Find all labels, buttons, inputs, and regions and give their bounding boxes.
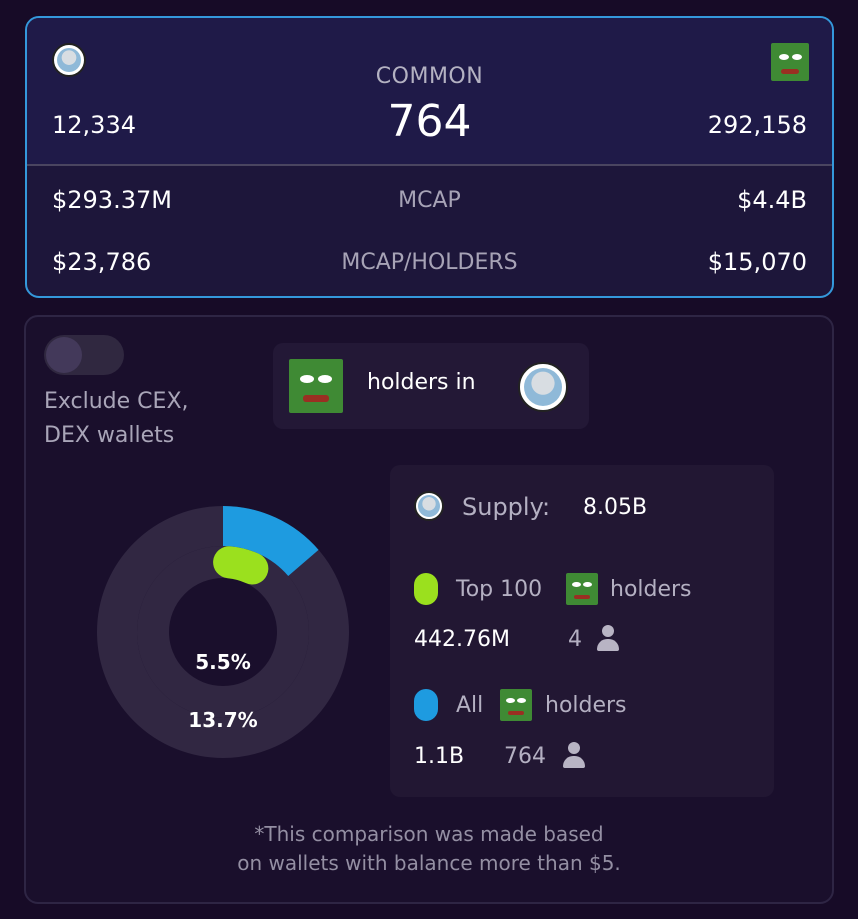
all-holders-prefix: All bbox=[456, 693, 484, 718]
mcap-per-holder-label: MCAP/HOLDERS bbox=[341, 250, 518, 275]
top100-suffix: holders bbox=[610, 577, 692, 602]
footnote-line2: on wallets with balance more than $5. bbox=[237, 851, 621, 875]
inner-percent-label: 5.5% bbox=[195, 650, 251, 674]
supply-label: Supply: bbox=[462, 493, 551, 521]
mcap-per-holder-right-value: $15,070 bbox=[707, 248, 807, 276]
mcap-per-holder-left-value: $23,786 bbox=[52, 248, 152, 276]
holders-in-selector[interactable]: holders in bbox=[273, 343, 589, 429]
common-holders-value: 764 bbox=[387, 96, 472, 147]
common-avatar-icon bbox=[518, 362, 568, 412]
top100-holders-arc bbox=[213, 546, 269, 585]
footnote-line1: *This comparison was made based bbox=[254, 822, 604, 846]
pepe-icon bbox=[771, 43, 809, 81]
all-holders-legend-dot bbox=[414, 689, 438, 721]
common-avatar-icon bbox=[52, 43, 86, 77]
supply-breakdown-panel: Supply: 8.05B Top 100 holders 442.76M 4 … bbox=[390, 465, 774, 797]
holders-in-label: holders in bbox=[367, 370, 476, 395]
exclude-cex-dex-toggle[interactable] bbox=[44, 335, 124, 375]
supply-value: 8.05B bbox=[583, 495, 648, 520]
top100-count: 4 bbox=[568, 627, 582, 652]
pepe-icon bbox=[289, 359, 343, 413]
common-label: COMMON bbox=[375, 64, 484, 89]
mcap-label: MCAP bbox=[398, 188, 461, 213]
toggle-knob bbox=[46, 337, 82, 373]
user-icon bbox=[596, 625, 620, 651]
pepe-icon bbox=[566, 573, 598, 605]
outer-percent-label: 13.7% bbox=[188, 708, 258, 732]
mcap-left-value: $293.37M bbox=[52, 186, 172, 214]
exclude-label-line2: DEX wallets bbox=[44, 423, 175, 448]
holders-in-comparison-card: Exclude CEX, DEX wallets holders in 5.5%… bbox=[24, 315, 834, 904]
exclude-cex-dex-label: Exclude CEX, DEX wallets bbox=[44, 385, 189, 453]
common-avatar-icon bbox=[414, 491, 444, 521]
left-token-holders: 12,334 bbox=[52, 111, 136, 139]
all-holders-suffix: holders bbox=[545, 693, 627, 718]
all-holders-amount: 1.1B bbox=[414, 744, 465, 769]
top100-prefix: Top 100 bbox=[456, 577, 543, 602]
holders-share-donut: 5.5% 13.7% bbox=[96, 505, 350, 759]
inner-ring-track bbox=[137, 546, 309, 718]
donut-svg bbox=[97, 506, 349, 758]
top100-legend-dot bbox=[414, 573, 438, 605]
mcap-right-value: $4.4B bbox=[737, 186, 807, 214]
pepe-icon bbox=[500, 689, 532, 721]
all-holders-count: 764 bbox=[504, 744, 546, 769]
common-holders-section: COMMON 764 12,334 292,158 bbox=[27, 18, 832, 166]
user-icon bbox=[562, 742, 586, 768]
comparison-footnote: *This comparison was made based on walle… bbox=[26, 820, 832, 878]
top100-amount: 442.76M bbox=[414, 627, 510, 652]
all-holders-arc bbox=[222, 506, 319, 577]
right-token-holders: 292,158 bbox=[707, 111, 807, 139]
exclude-label-line1: Exclude CEX, bbox=[44, 389, 189, 414]
comparison-summary-card: COMMON 764 12,334 292,158 $293.37M MCAP … bbox=[25, 16, 834, 298]
